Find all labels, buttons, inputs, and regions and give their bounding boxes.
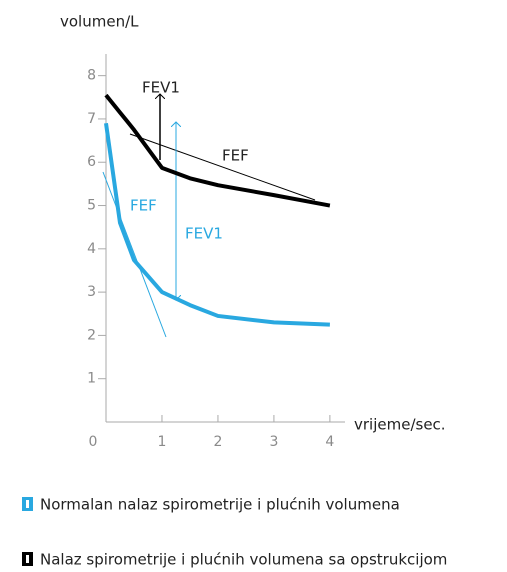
x-axis-label: vrijeme/sec.: [354, 416, 446, 434]
fef-line: [129, 133, 316, 201]
legend-swatch-inner: [26, 555, 29, 563]
annotation: FEV1: [142, 79, 180, 97]
y-tick-label: 5: [87, 198, 96, 214]
annotation: FEV1: [185, 225, 223, 243]
y-tick-label: 8: [87, 68, 96, 84]
fef-line-blue: [102, 171, 167, 338]
line: [104, 93, 331, 208]
legend-label: Normalan nalaz spirometrije i plućnih vo…: [40, 496, 400, 514]
y-tick-label: 2: [87, 327, 96, 343]
y-tick-label: 4: [87, 241, 96, 257]
line: [104, 122, 330, 327]
y-axis-label: volumen/L: [60, 13, 139, 31]
y-tick-label: 3: [87, 284, 96, 300]
x-tick-label: 1: [158, 434, 167, 450]
x-tick-label: 4: [325, 434, 334, 450]
annotation: FEF: [222, 147, 249, 165]
legend-swatch-inner: [26, 500, 29, 508]
x-tick-label: 2: [213, 434, 222, 450]
x-tick-label: 0: [89, 434, 98, 450]
y-tick-label: 7: [87, 111, 96, 127]
x-tick-label: 3: [269, 434, 278, 450]
legend-label: Nalaz spirometrije i plućnih volumena sa…: [40, 551, 447, 569]
y-tick-label: 1: [87, 371, 96, 387]
annotation: FEF: [130, 197, 157, 215]
y-tick-label: 6: [87, 154, 96, 170]
